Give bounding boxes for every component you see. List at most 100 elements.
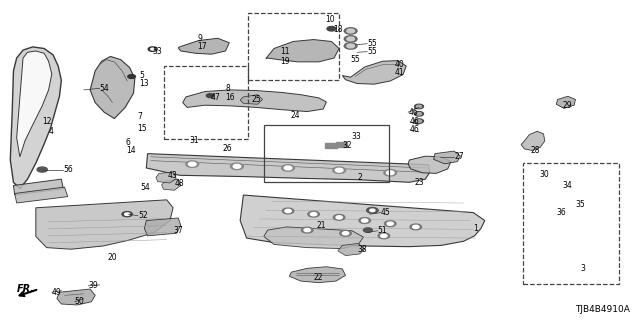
Circle shape — [381, 234, 387, 237]
Text: 5: 5 — [140, 71, 144, 80]
Text: 49: 49 — [52, 288, 61, 297]
Circle shape — [285, 209, 291, 212]
Polygon shape — [264, 227, 364, 249]
Text: 17: 17 — [197, 42, 207, 52]
Circle shape — [333, 214, 345, 220]
Circle shape — [347, 29, 355, 33]
Text: 18: 18 — [333, 25, 342, 34]
Circle shape — [233, 164, 241, 168]
Circle shape — [282, 208, 294, 214]
Text: 19: 19 — [280, 57, 289, 66]
Text: 23: 23 — [415, 178, 424, 187]
Text: 8: 8 — [225, 84, 230, 93]
Text: 14: 14 — [126, 146, 136, 155]
Text: FR.: FR. — [17, 284, 35, 294]
Text: 35: 35 — [575, 200, 585, 209]
Text: 46: 46 — [408, 108, 418, 117]
Circle shape — [125, 213, 130, 215]
Polygon shape — [338, 244, 365, 256]
Circle shape — [387, 171, 394, 175]
Text: 46: 46 — [410, 117, 420, 126]
Text: 43: 43 — [168, 172, 178, 180]
Text: 51: 51 — [378, 226, 387, 235]
Circle shape — [186, 161, 198, 167]
Circle shape — [188, 162, 196, 166]
Polygon shape — [434, 151, 461, 164]
Polygon shape — [240, 95, 262, 104]
Polygon shape — [342, 60, 406, 84]
Text: 6: 6 — [126, 138, 131, 147]
Text: 41: 41 — [395, 68, 404, 77]
Circle shape — [370, 209, 375, 212]
Polygon shape — [178, 38, 229, 54]
Text: 2: 2 — [357, 173, 362, 182]
Circle shape — [417, 105, 422, 108]
Circle shape — [301, 227, 313, 233]
Bar — [325, 143, 337, 148]
Text: 47: 47 — [210, 93, 220, 102]
Polygon shape — [36, 200, 173, 249]
Polygon shape — [17, 51, 52, 157]
Polygon shape — [266, 40, 339, 62]
Text: TJB4B4910A: TJB4B4910A — [575, 305, 630, 314]
Bar — [336, 141, 348, 147]
Text: 54: 54 — [140, 183, 150, 192]
Text: 27: 27 — [454, 152, 464, 161]
Circle shape — [340, 230, 351, 236]
Polygon shape — [240, 195, 484, 247]
Circle shape — [335, 168, 343, 172]
Bar — [523, 163, 619, 284]
Text: 46: 46 — [410, 125, 420, 134]
Polygon shape — [15, 187, 68, 203]
Circle shape — [148, 47, 157, 51]
Polygon shape — [90, 56, 135, 119]
Text: 29: 29 — [563, 101, 572, 110]
Polygon shape — [57, 289, 95, 305]
Circle shape — [344, 28, 357, 34]
Polygon shape — [521, 131, 545, 150]
Circle shape — [384, 170, 397, 176]
Text: 32: 32 — [342, 141, 352, 150]
Circle shape — [230, 163, 243, 170]
Polygon shape — [182, 90, 326, 112]
Circle shape — [362, 219, 368, 222]
Text: 53: 53 — [153, 47, 163, 56]
Circle shape — [415, 119, 424, 123]
Circle shape — [417, 120, 422, 123]
Text: 52: 52 — [138, 211, 148, 220]
Bar — [248, 13, 339, 80]
Circle shape — [387, 222, 394, 225]
Text: 7: 7 — [138, 113, 142, 122]
Circle shape — [385, 221, 396, 227]
Polygon shape — [162, 179, 180, 190]
Circle shape — [336, 216, 342, 219]
Circle shape — [415, 112, 424, 116]
Circle shape — [344, 36, 357, 42]
Circle shape — [151, 48, 155, 50]
Circle shape — [347, 44, 355, 48]
Text: 1: 1 — [473, 224, 478, 233]
Text: 22: 22 — [314, 273, 323, 282]
Circle shape — [128, 75, 136, 78]
Bar — [164, 66, 248, 139]
Text: 10: 10 — [325, 15, 335, 24]
Circle shape — [378, 233, 390, 239]
Text: 55: 55 — [350, 55, 360, 64]
Circle shape — [304, 228, 310, 232]
Circle shape — [284, 166, 292, 170]
Text: 31: 31 — [189, 136, 199, 145]
Circle shape — [282, 165, 294, 171]
Text: 3: 3 — [580, 264, 586, 273]
Text: 38: 38 — [357, 245, 367, 254]
Circle shape — [359, 218, 371, 223]
Text: 26: 26 — [223, 144, 232, 153]
Text: 4: 4 — [49, 127, 54, 136]
Circle shape — [417, 113, 422, 115]
Polygon shape — [147, 154, 430, 182]
Text: 24: 24 — [291, 111, 300, 120]
Text: 25: 25 — [252, 95, 261, 104]
Text: 55: 55 — [367, 47, 377, 56]
Circle shape — [415, 104, 424, 109]
Text: 33: 33 — [351, 132, 361, 140]
Text: 11: 11 — [280, 47, 289, 56]
